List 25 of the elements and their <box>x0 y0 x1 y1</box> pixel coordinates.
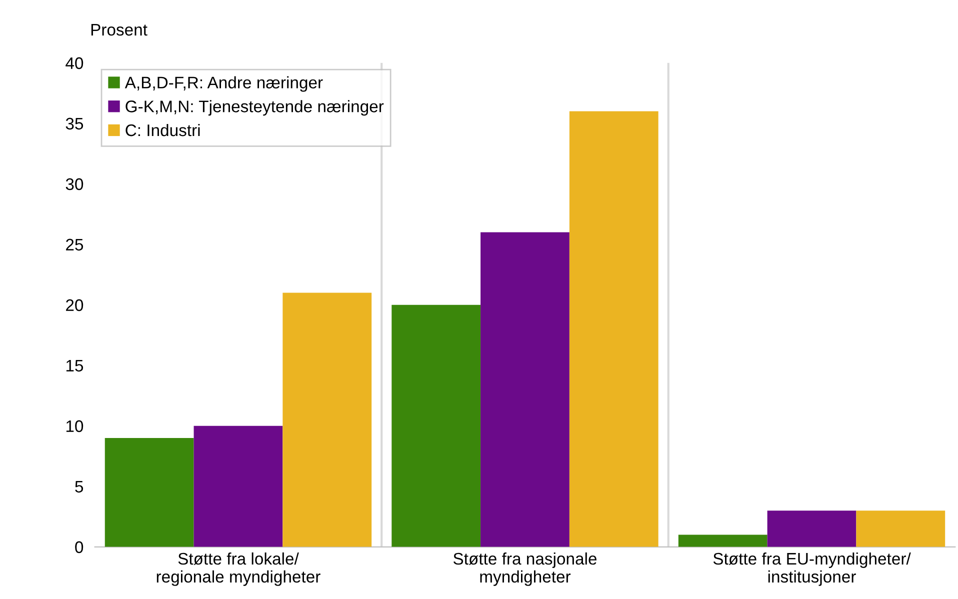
x-tick-label: Støtte fra EU-myndigheter/ institusjoner <box>713 552 911 586</box>
x-tick-label: Støtte fra lokale/ regionale myndigheter <box>156 552 320 586</box>
y-axis-title: Prosent <box>91 24 148 36</box>
y-tick-label: 0 <box>75 541 84 554</box>
bar <box>194 426 283 547</box>
legend-label: G-K,M,N: Tjenesteytende næringer <box>126 100 384 116</box>
bar <box>392 304 481 547</box>
x-tick-label: Støtte fra nasjonale myndigheter <box>453 552 597 586</box>
bar <box>856 510 946 547</box>
y-tick-label: 5 <box>75 480 84 493</box>
bar <box>678 534 768 547</box>
bar <box>104 438 194 547</box>
y-tick-label: 30 <box>66 178 84 190</box>
legend-label: A,B,D-F,R: Andre næringer <box>124 76 323 92</box>
bar <box>480 232 570 547</box>
y-tick-label: 25 <box>66 238 84 251</box>
y-tick-label: 20 <box>66 299 84 312</box>
y-tick-label: 15 <box>66 360 84 372</box>
bar <box>569 111 658 547</box>
bar <box>767 510 856 547</box>
legend-label: C: Industri <box>126 124 200 136</box>
y-tick-label: 10 <box>66 420 84 432</box>
y-tick-label: 40 <box>66 57 84 70</box>
y-tick-label: 35 <box>66 118 84 130</box>
bar <box>282 292 372 547</box>
